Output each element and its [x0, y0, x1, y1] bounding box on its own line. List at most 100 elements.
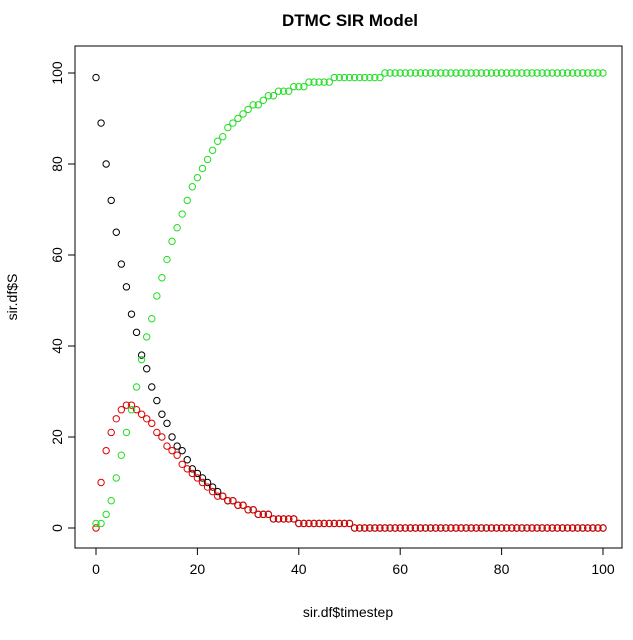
data-point: [345, 519, 354, 528]
data-point: [249, 101, 257, 109]
data-point: [153, 292, 161, 300]
data-point: [396, 524, 404, 532]
data-point: [518, 69, 526, 77]
data-point: [178, 210, 186, 218]
data-point: [254, 101, 262, 109]
data-point: [568, 524, 577, 532]
data-point: [264, 92, 273, 100]
data-point: [188, 465, 197, 473]
data-point: [533, 524, 541, 532]
data-point: [553, 69, 562, 77]
x-tick-label: 100: [591, 561, 615, 577]
data-point: [198, 164, 207, 173]
data-point: [188, 183, 197, 191]
data-point: [143, 415, 151, 423]
data-point: [492, 524, 501, 532]
data-point: [213, 487, 222, 496]
data-point: [203, 478, 212, 487]
data-point: [117, 451, 126, 459]
data-point: [117, 260, 126, 268]
data-point: [137, 355, 146, 364]
data-point: [97, 478, 105, 487]
data-point: [350, 73, 359, 82]
data-point: [416, 524, 425, 532]
data-point: [553, 524, 562, 532]
data-point: [224, 123, 232, 132]
y-tick-label: 40: [49, 338, 65, 354]
data-point: [467, 69, 475, 77]
data-point: [132, 406, 141, 414]
data-point: [330, 519, 338, 528]
data-point: [259, 96, 268, 105]
data-point: [112, 474, 120, 482]
data-point: [153, 428, 161, 437]
data-point: [244, 105, 252, 114]
series-0: [92, 73, 607, 532]
data-point: [92, 73, 100, 82]
data-point: [543, 524, 551, 532]
data-point: [295, 519, 303, 528]
data-point: [386, 69, 394, 77]
data-point: [117, 406, 126, 414]
data-point: [558, 69, 567, 77]
x-tick-label: 40: [291, 561, 307, 577]
data-point: [183, 465, 191, 473]
data-point: [127, 310, 136, 318]
data-point: [568, 69, 577, 77]
data-point: [173, 442, 181, 450]
data-point: [325, 78, 333, 86]
data-point: [452, 524, 460, 532]
data-point: [406, 524, 415, 532]
data-point: [502, 524, 511, 532]
data-point: [477, 524, 486, 532]
data-point: [168, 433, 176, 441]
data-point: [219, 133, 227, 141]
data-point: [97, 519, 105, 528]
data-point: [340, 519, 349, 528]
data-point: [492, 69, 501, 77]
x-tick-label: 60: [392, 561, 408, 577]
data-point: [163, 442, 171, 450]
x-tick-label: 80: [494, 561, 510, 577]
y-tick-label: 80: [49, 156, 65, 172]
data-point: [290, 515, 298, 523]
data-point: [219, 492, 227, 500]
data-point: [310, 78, 318, 86]
data-point: [234, 114, 242, 123]
data-point: [188, 469, 197, 478]
y-axis-label: sir.df$S: [4, 274, 20, 321]
data-point: [102, 510, 110, 519]
data-point: [178, 460, 186, 468]
data-point: [431, 524, 440, 532]
data-point: [254, 510, 262, 519]
series-1: [92, 401, 607, 532]
data-point: [284, 515, 293, 523]
data-point: [452, 69, 460, 77]
data-point: [376, 524, 384, 532]
data-point: [325, 519, 333, 528]
data-point: [158, 410, 166, 418]
data-point: [457, 69, 465, 77]
data-point: [361, 73, 369, 82]
data-point: [497, 69, 506, 77]
data-point: [112, 228, 120, 236]
data-point: [472, 524, 480, 532]
data-point: [523, 524, 531, 532]
data-point: [183, 196, 191, 205]
data-point: [213, 492, 222, 500]
data-point: [193, 173, 202, 182]
data-point: [579, 69, 587, 77]
data-point: [315, 519, 323, 528]
data-point: [533, 69, 541, 77]
data-point: [437, 69, 445, 77]
data-point: [350, 524, 359, 532]
data-point: [487, 524, 496, 532]
data-point: [391, 69, 399, 77]
data-point: [523, 69, 531, 77]
data-point: [457, 524, 465, 532]
data-point: [234, 501, 242, 509]
data-point: [122, 428, 131, 437]
data-point: [426, 524, 435, 532]
data-point: [421, 69, 430, 77]
